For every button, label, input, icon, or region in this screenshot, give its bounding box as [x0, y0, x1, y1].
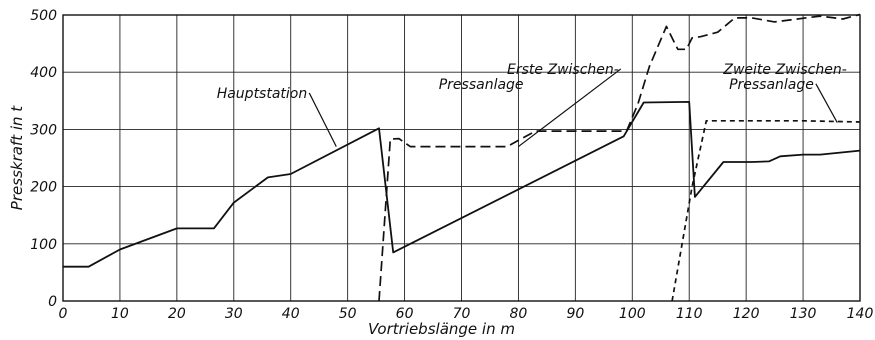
y-tick-label: 0 [48, 294, 57, 310]
x-tick-label: 130 [790, 306, 817, 322]
grid [62, 14, 861, 302]
y-axis-title: Presskraft in t [8, 105, 26, 210]
annotation-label: Pressanlage [439, 77, 524, 93]
annotation-leader [308, 92, 337, 147]
y-tick-label: 500 [30, 8, 57, 24]
x-tick-label: 60 [396, 306, 414, 322]
series [63, 13, 861, 302]
x-tick-label: 100 [619, 306, 646, 322]
x-tick-label: 80 [510, 306, 528, 322]
x-tick-label: 0 [59, 306, 68, 322]
series-line-3 [671, 119, 861, 302]
plot-frame [62, 14, 861, 302]
x-axis-title: Vortriebslänge in m [368, 320, 515, 338]
annotation-leader [518, 68, 622, 148]
tick-labels: 0 10 20 30 40 50 60 70 80 90 100 110 120 130 140 0 100 20… [30, 8, 873, 322]
x-tick-label: 120 [733, 306, 760, 322]
annotation-leader [815, 83, 838, 123]
y-tick-label: 400 [30, 65, 57, 81]
y-tick-label: 200 [30, 180, 57, 196]
x-tick-label: 50 [339, 306, 357, 322]
series-line-2 [378, 13, 861, 302]
x-tick-label: 90 [566, 306, 584, 322]
annotation-label: Pressanlage [729, 77, 814, 93]
annotation-label: Hauptstation [217, 86, 308, 102]
annotation-label: Erste Zwischen- [507, 62, 619, 78]
x-tick-label: 140 [847, 306, 874, 322]
x-tick-label: 30 [225, 306, 243, 322]
x-tick-label: 70 [453, 306, 471, 322]
x-tick-label: 10 [111, 306, 129, 322]
x-tick-label: 20 [168, 306, 186, 322]
series-line-1 [63, 101, 861, 268]
y-tick-label: 300 [30, 122, 57, 138]
annotation-label: Zweite Zwischen- [722, 62, 846, 78]
y-tick-label: 100 [30, 237, 57, 253]
x-tick-label: 110 [676, 306, 703, 322]
x-tick-label: 40 [282, 306, 300, 322]
